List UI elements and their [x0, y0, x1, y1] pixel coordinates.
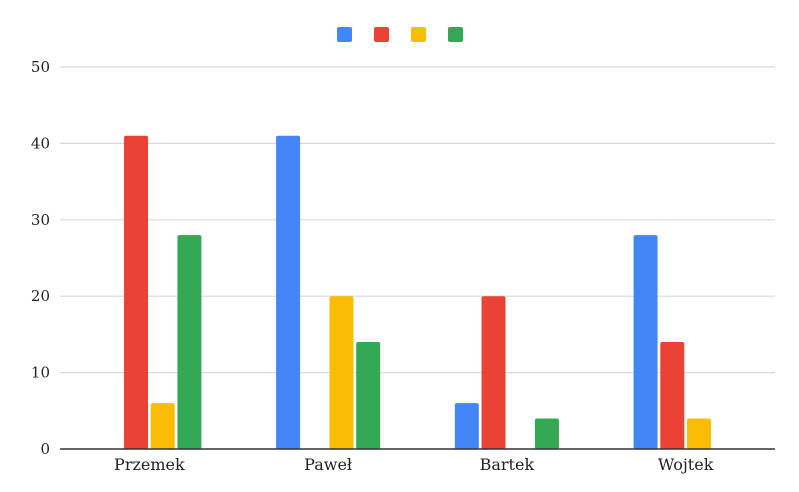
- legend-swatch-0: [337, 27, 352, 42]
- bar-paweł-series-3: [356, 342, 381, 449]
- bar-bartek-series-1: [481, 296, 506, 449]
- bar-wojtek-series-1: [660, 342, 685, 449]
- x-axis-labels: Przemek Paweł Bartek Wojtek: [114, 455, 714, 474]
- bar-bartek-series-0: [454, 403, 479, 449]
- bars: [124, 135, 711, 449]
- y-tick-label: 10: [31, 364, 50, 382]
- y-tick-label: 0: [40, 440, 50, 458]
- legend-swatch-3: [448, 27, 463, 42]
- y-axis-ticks: 0 10 20 30 40 50: [31, 58, 50, 458]
- bar-przemek-series-3: [177, 235, 202, 449]
- x-tick-label: Paweł: [304, 455, 352, 474]
- legend-swatch-1: [374, 27, 389, 42]
- y-tick-label: 30: [31, 211, 50, 229]
- bar-bartek-series-3: [534, 418, 559, 449]
- y-tick-label: 20: [31, 287, 50, 305]
- x-tick-label: Bartek: [480, 455, 535, 474]
- bar-przemek-series-1: [124, 135, 149, 449]
- gridlines: [60, 66, 775, 374]
- bar-przemek-series-2: [150, 403, 175, 449]
- bar-paweł-series-2: [329, 296, 354, 449]
- bar-wojtek-series-0: [633, 235, 658, 449]
- bar-paweł-series-0: [276, 135, 301, 449]
- y-tick-label: 50: [31, 58, 50, 76]
- x-tick-label: Wojtek: [658, 455, 714, 474]
- x-tick-label: Przemek: [114, 455, 185, 474]
- legend: [337, 27, 463, 42]
- legend-swatch-2: [411, 27, 426, 42]
- bar-wojtek-series-2: [686, 418, 711, 449]
- y-tick-label: 40: [31, 134, 50, 152]
